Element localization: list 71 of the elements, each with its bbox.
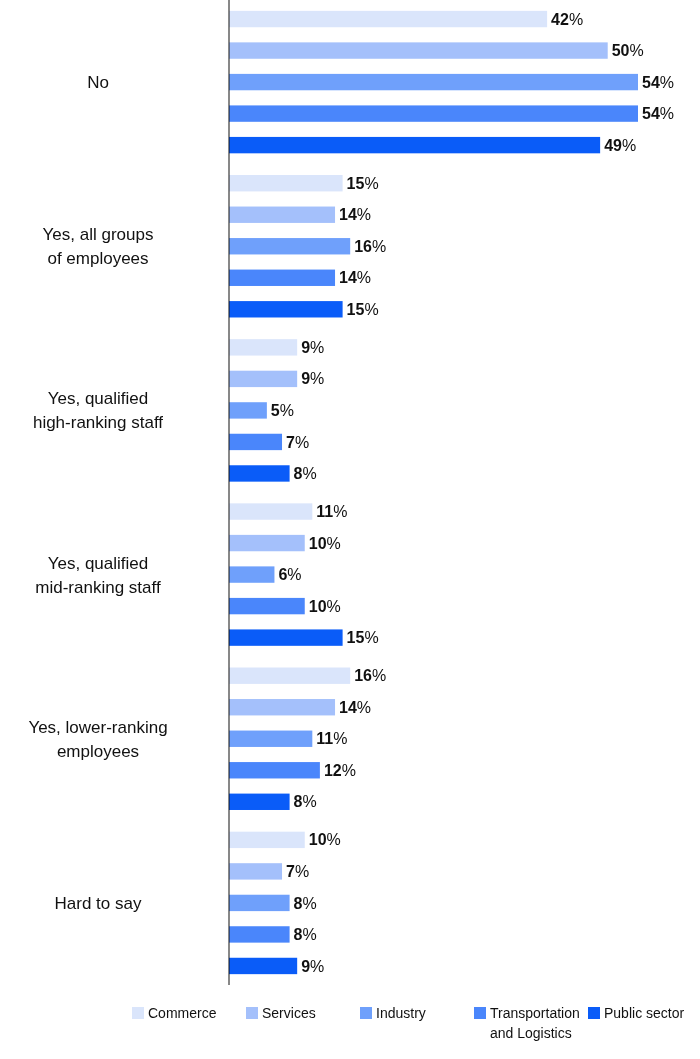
data-label: 50%: [611, 42, 644, 60]
y-tick-label: Yes, qualified high-ranking staff: [32, 389, 164, 433]
bar: [229, 699, 336, 716]
y-tick-label: No: [87, 73, 109, 93]
y-tick-label: Yes, qualified mid-ranking staff: [35, 553, 161, 597]
bar: [229, 433, 283, 451]
data-label: 49%: [604, 136, 637, 154]
y-tick-label: Yes, all groups of employees: [42, 225, 154, 269]
data-label: 12%: [323, 761, 356, 779]
bar: [229, 238, 351, 255]
bar: [229, 402, 267, 419]
bar: [229, 831, 305, 849]
data-label: 54%: [642, 105, 675, 123]
data-label: 16%: [354, 667, 387, 685]
data-label: 14%: [339, 269, 372, 287]
bar: [229, 301, 343, 318]
data-label: 8%: [293, 465, 317, 483]
bar: [229, 629, 343, 646]
bar: [229, 762, 320, 779]
data-label: 16%: [354, 237, 387, 255]
data-label: 54%: [642, 73, 675, 91]
data-label: 8%: [293, 894, 317, 912]
data-label: 14%: [339, 698, 372, 716]
data-label: 8%: [293, 793, 317, 811]
bar: [229, 534, 305, 552]
data-label: 9%: [301, 957, 325, 975]
legend-label: Industry: [376, 1005, 426, 1021]
data-label: 14%: [339, 206, 372, 224]
data-label: 15%: [346, 629, 379, 647]
bar: [229, 136, 601, 154]
bar: [229, 10, 548, 28]
data-label: 5%: [270, 402, 295, 420]
bar: [229, 793, 290, 810]
data-label: 6%: [278, 566, 302, 584]
bar: [229, 957, 298, 975]
bar: [229, 894, 290, 912]
y-tick-label: Hard to say: [54, 893, 142, 913]
data-label: 9%: [301, 370, 325, 388]
data-label: 10%: [308, 597, 341, 615]
data-label: 15%: [346, 174, 379, 192]
data-label: 42%: [551, 10, 584, 28]
bar: [229, 863, 283, 880]
bar: [229, 73, 638, 91]
data-label: 7%: [286, 863, 310, 880]
bar: [229, 339, 298, 356]
bar: [229, 503, 313, 520]
y-tick-label: Yes, lower-ranking employees: [28, 717, 168, 761]
data-label: 10%: [308, 831, 341, 849]
data-label: 7%: [286, 433, 310, 451]
bar: [229, 206, 336, 223]
bar: [229, 730, 313, 747]
bar: [229, 566, 275, 583]
data-label: 10%: [308, 534, 341, 552]
bar: [229, 667, 351, 684]
data-label: 9%: [301, 338, 325, 356]
data-label: 8%: [293, 926, 317, 944]
bar: [229, 465, 290, 482]
bar: [229, 269, 336, 286]
bar: [229, 105, 638, 122]
legend-label: Commerce: [148, 1005, 217, 1021]
bar: [229, 597, 305, 615]
legend-label: Public sector: [604, 1005, 685, 1021]
data-label: 11%: [316, 503, 348, 521]
bar: [229, 175, 343, 192]
bar: [229, 926, 290, 943]
legend-label: Services: [262, 1005, 316, 1021]
legend-label: Transportation and Logistics: [490, 1005, 580, 1041]
data-label: 11%: [316, 730, 348, 748]
bar: [229, 370, 298, 388]
bar: [229, 42, 608, 59]
data-label: 15%: [346, 300, 379, 318]
